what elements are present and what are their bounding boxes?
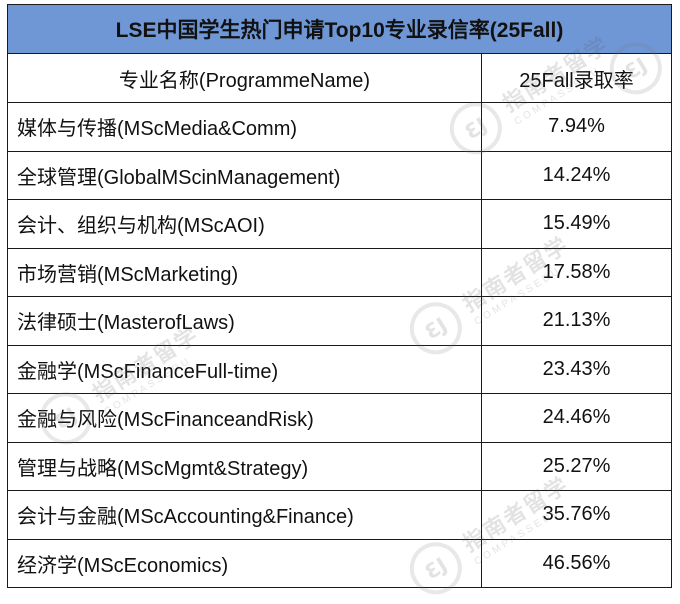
table-row: 管理与战略(MScMgmt&Strategy) 25.27% (7, 441, 672, 491)
header-row: 专业名称(ProgrammeName) 25Fall录取率 (7, 53, 672, 103)
table-row: 会计与金融(MScAccounting&Finance) 35.76% (7, 490, 672, 540)
column-header-programme: 专业名称(ProgrammeName) (7, 53, 482, 103)
table-row: 全球管理(GlobalMScinManagement) 14.24% (7, 150, 672, 200)
admission-rate: 17.58% (481, 247, 672, 297)
admission-rate: 23.43% (481, 344, 672, 394)
admission-rate: 21.13% (481, 296, 672, 346)
table-row: 会计、组织与机构(MScAOI) 15.49% (7, 199, 672, 249)
admission-rate: 25.27% (481, 441, 672, 491)
programme-name: 管理与战略(MScMgmt&Strategy) (7, 441, 482, 491)
programme-name: 市场营销(MScMarketing) (7, 247, 482, 297)
programme-name: 会计、组织与机构(MScAOI) (7, 199, 482, 249)
table-row: 金融学(MScFinanceFull-time) 23.43% (7, 344, 672, 394)
table-row: 经济学(MScEconomics) 46.56% (7, 538, 672, 588)
table-row: 法律硕士(MasterofLaws) 21.13% (7, 296, 672, 346)
programme-name: 会计与金融(MScAccounting&Finance) (7, 490, 482, 540)
programme-name: 法律硕士(MasterofLaws) (7, 296, 482, 346)
programme-name: 全球管理(GlobalMScinManagement) (7, 150, 482, 200)
programme-name: 金融与风险(MScFinanceandRisk) (7, 393, 482, 443)
table-row: 市场营销(MScMarketing) 17.58% (7, 247, 672, 297)
admission-rate: 7.94% (481, 102, 672, 152)
admission-rate: 46.56% (481, 538, 672, 588)
admission-rate: 24.46% (481, 393, 672, 443)
programme-name: 金融学(MScFinanceFull-time) (7, 344, 482, 394)
programme-name: 经济学(MScEconomics) (7, 538, 482, 588)
admission-rate: 35.76% (481, 490, 672, 540)
column-header-rate: 25Fall录取率 (481, 53, 672, 103)
table-row: 金融与风险(MScFinanceandRisk) 24.46% (7, 393, 672, 443)
admission-rate-table: LSE中国学生热门申请Top10专业录信率(25Fall) 专业名称(Progr… (7, 4, 672, 588)
title-row: LSE中国学生热门申请Top10专业录信率(25Fall) (7, 4, 672, 54)
programme-name: 媒体与传播(MScMedia&Comm) (7, 102, 482, 152)
admission-rate-table-container: LSE中国学生热门申请Top10专业录信率(25Fall) 专业名称(Progr… (7, 4, 672, 588)
admission-rate: 15.49% (481, 199, 672, 249)
admission-rate: 14.24% (481, 150, 672, 200)
table-row: 媒体与传播(MScMedia&Comm) 7.94% (7, 102, 672, 152)
table-title: LSE中国学生热门申请Top10专业录信率(25Fall) (7, 4, 672, 54)
